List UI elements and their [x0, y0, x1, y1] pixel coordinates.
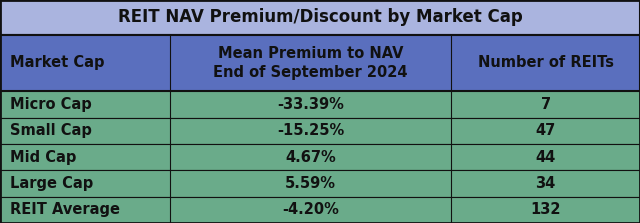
- Bar: [0, 197, 640, 223]
- Bar: [0, 170, 640, 197]
- Text: Micro Cap: Micro Cap: [10, 97, 92, 112]
- Text: 44: 44: [536, 150, 556, 165]
- Text: REIT NAV Premium/Discount by Market Cap: REIT NAV Premium/Discount by Market Cap: [118, 8, 522, 26]
- Text: Mid Cap: Mid Cap: [10, 150, 76, 165]
- Text: -4.20%: -4.20%: [282, 202, 339, 217]
- Text: 34: 34: [536, 176, 556, 191]
- Text: 132: 132: [531, 202, 561, 217]
- Bar: [0, 118, 640, 144]
- Text: 47: 47: [536, 123, 556, 138]
- Text: 5.59%: 5.59%: [285, 176, 336, 191]
- Text: -15.25%: -15.25%: [276, 123, 344, 138]
- Text: Small Cap: Small Cap: [10, 123, 92, 138]
- Text: 7: 7: [541, 97, 550, 112]
- Text: Market Cap: Market Cap: [10, 56, 104, 70]
- Bar: [0, 91, 640, 118]
- Text: Number of REITs: Number of REITs: [477, 56, 614, 70]
- Text: REIT Average: REIT Average: [10, 202, 120, 217]
- Text: 4.67%: 4.67%: [285, 150, 336, 165]
- Text: Mean Premium to NAV
End of September 2024: Mean Premium to NAV End of September 202…: [213, 46, 408, 80]
- Bar: [0, 35, 640, 91]
- Text: Large Cap: Large Cap: [10, 176, 93, 191]
- Text: -33.39%: -33.39%: [277, 97, 344, 112]
- Bar: [0, 144, 640, 170]
- Bar: [0, 0, 640, 35]
